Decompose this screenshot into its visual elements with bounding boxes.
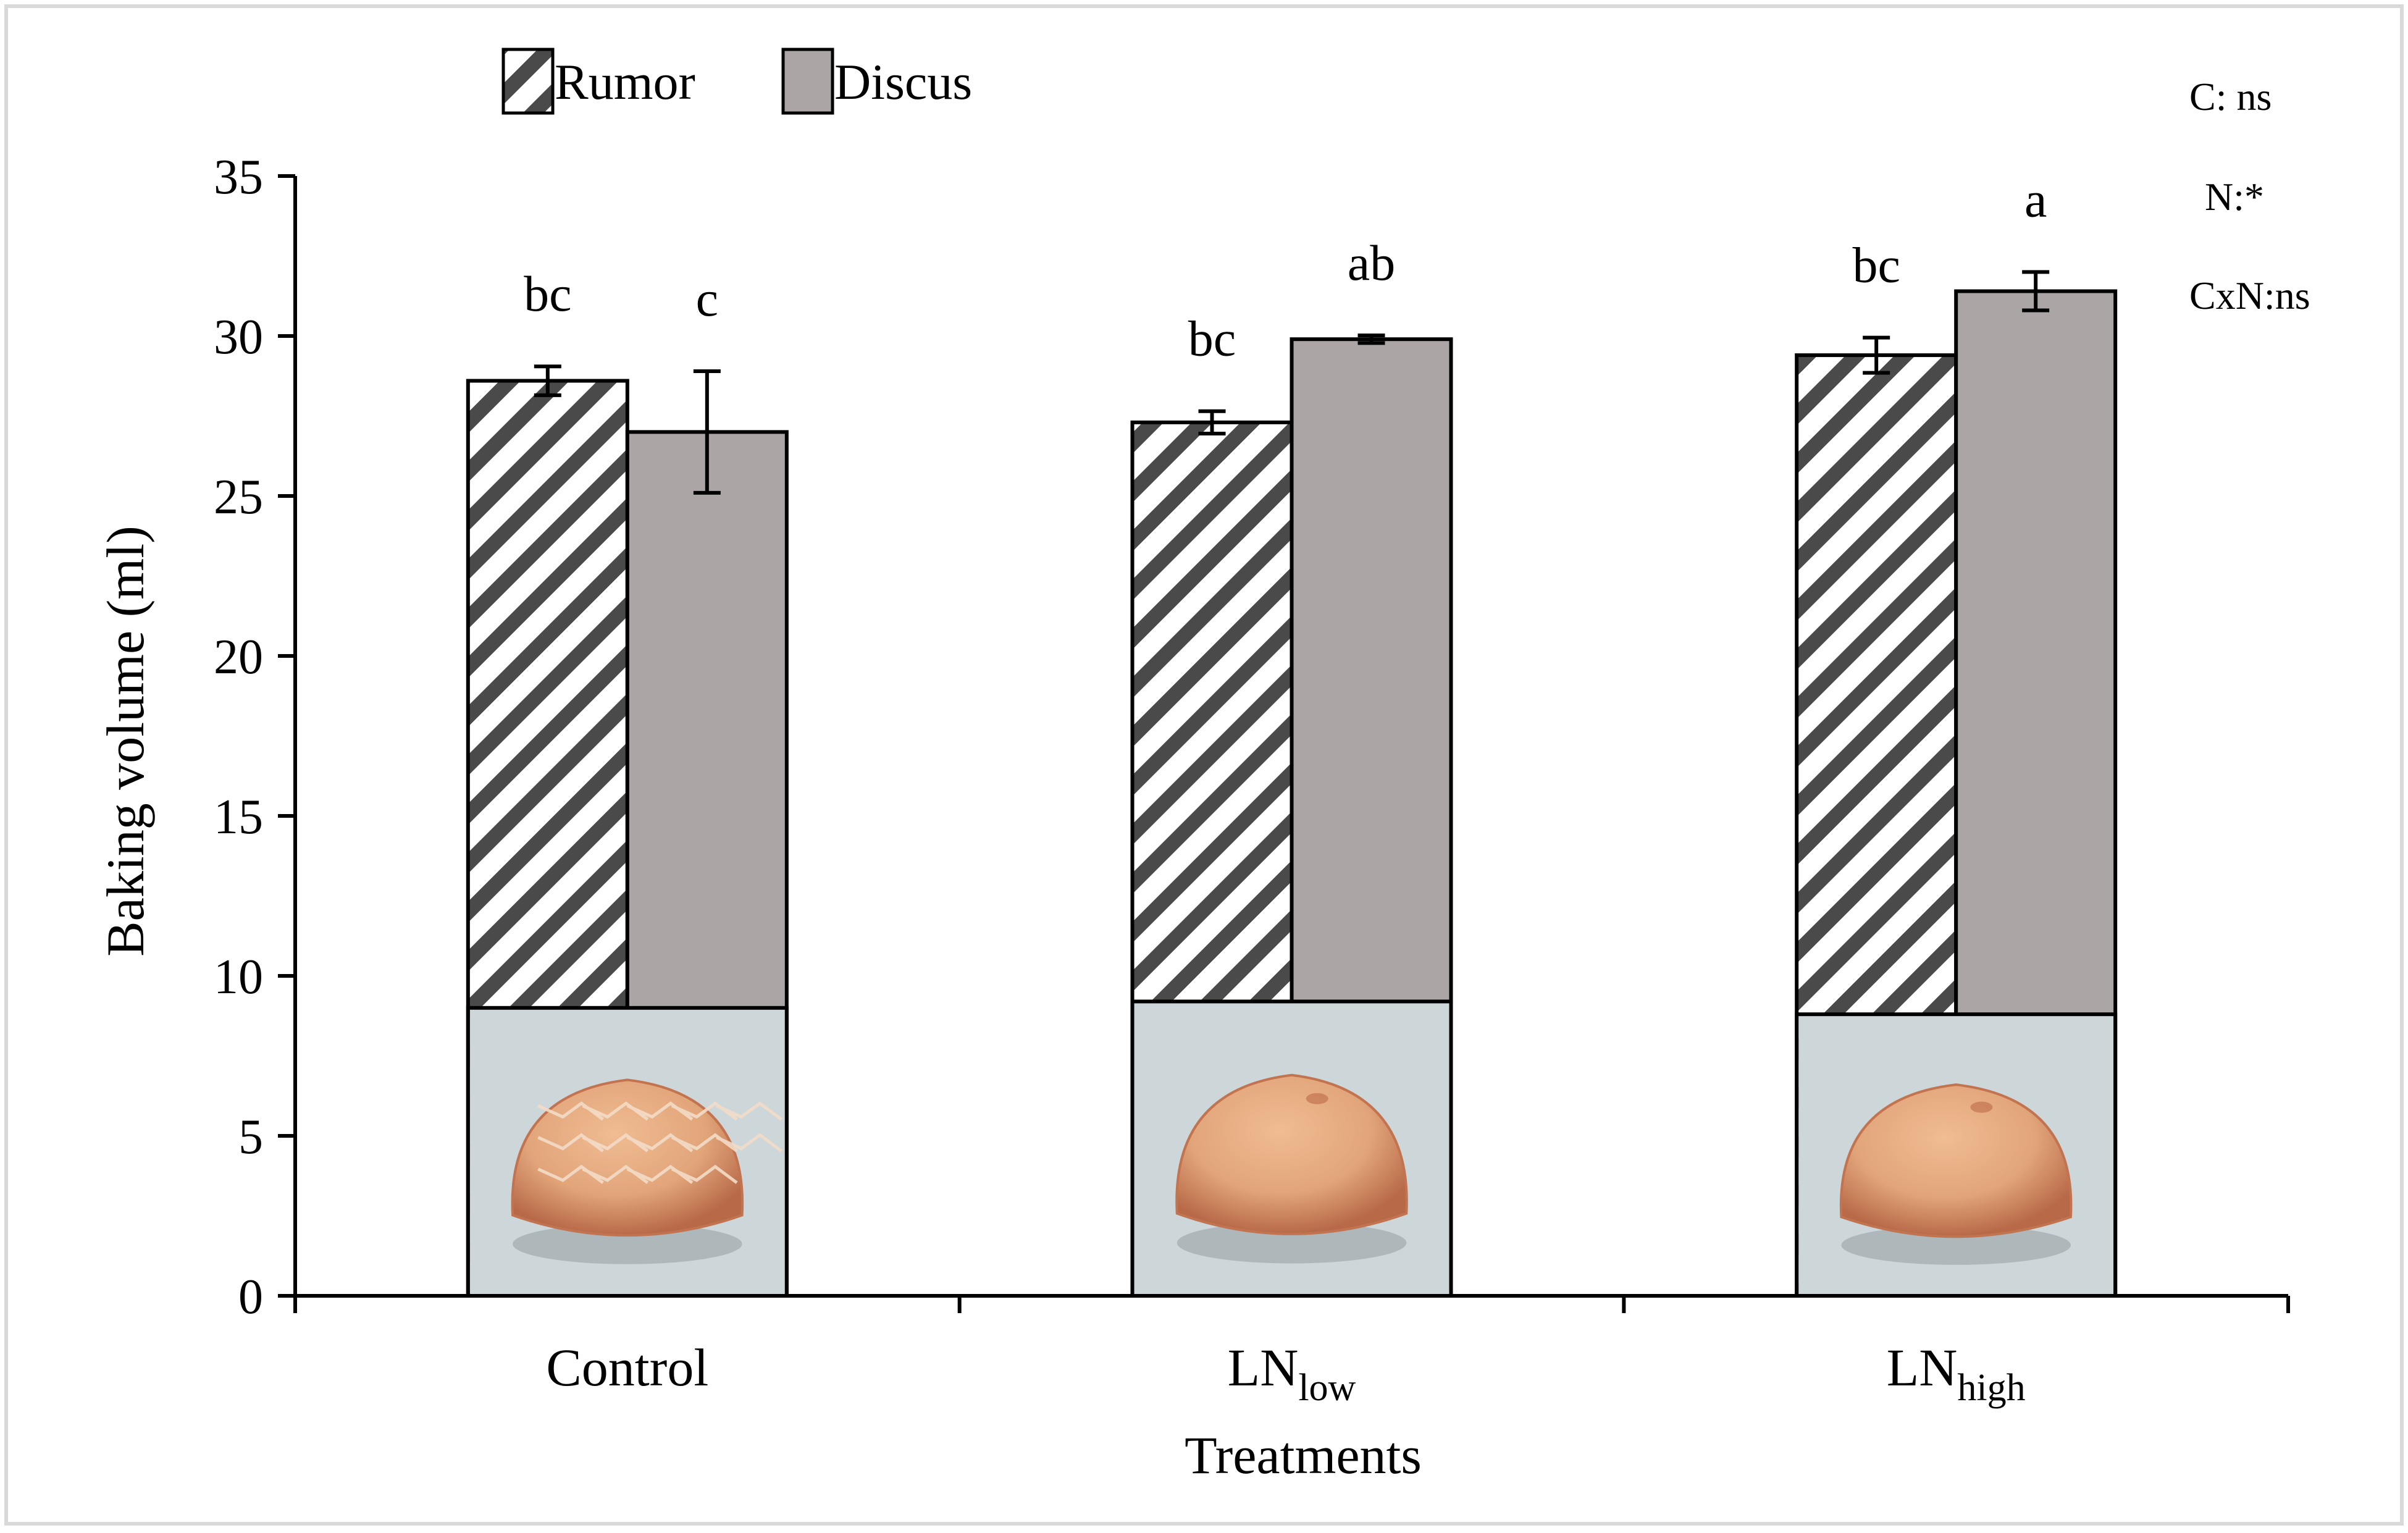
- loaf-bun: [1175, 1073, 1408, 1235]
- loaf-shadow: [513, 1224, 742, 1264]
- annotation-c: C: ns: [2189, 75, 2272, 119]
- error-bar-rumor-3: [1863, 335, 1890, 375]
- x-tick-label-1: Control: [546, 1338, 708, 1397]
- loaf-photo-1: [466, 1006, 789, 1298]
- y-tick-label: 0: [238, 1270, 263, 1324]
- significance-letters-layer: bc bc bc c ab a: [524, 171, 2047, 366]
- y-tick-label: 5: [238, 1110, 263, 1164]
- y-tick-label: 35: [214, 150, 263, 204]
- error-bars-layer: [534, 270, 2050, 495]
- x-tick-label-3: LNhigh: [1887, 1338, 2026, 1409]
- error-bar-rumor-2: [1198, 409, 1226, 435]
- legend: Rumor Discus: [501, 48, 972, 115]
- x-tick-label-main: LN: [1228, 1338, 1299, 1397]
- loaf-bun: [511, 1078, 744, 1237]
- loaf-photo-3: [1795, 1012, 2118, 1298]
- crackle-line: [671, 1164, 738, 1184]
- x-tick-label-main: Control: [546, 1338, 708, 1397]
- legend-item-rumor: Rumor: [501, 48, 695, 115]
- significance-letter-rumor-2: bc: [1188, 311, 1236, 367]
- significance-letter-rumor-1: bc: [524, 266, 571, 322]
- legend-swatch-rumor: [501, 48, 555, 115]
- x-tick-label-main: LN: [1887, 1338, 1958, 1397]
- x-axis-label: Treatments: [1185, 1426, 1422, 1485]
- legend-item-discus: Discus: [781, 48, 972, 115]
- photos-layer: [466, 999, 2118, 1298]
- crackle-line: [716, 1101, 782, 1121]
- legend-label-rumor: Rumor: [555, 54, 695, 110]
- y-tick-label: 25: [214, 470, 263, 524]
- loaf-bun: [1839, 1083, 2073, 1238]
- error-bar-discus-1: [693, 369, 721, 495]
- y-tick-label: 15: [214, 790, 263, 844]
- x-tick-label-2: LNlow: [1228, 1338, 1356, 1409]
- x-tick-label-subscript: high: [1957, 1367, 2025, 1409]
- significance-letter-rumor-3: bc: [1852, 237, 1900, 293]
- loaf-photo-2: [1130, 999, 1453, 1298]
- loaf-top-dimple: [1970, 1101, 1993, 1113]
- annotation-cxn: CxN:ns: [2189, 274, 2310, 317]
- error-bar-discus-2: [1357, 333, 1385, 345]
- loaf-top-dimple: [1306, 1093, 1328, 1104]
- error-bar-discus-3: [2022, 270, 2050, 313]
- significance-letter-discus-2: ab: [1348, 235, 1395, 291]
- y-tick-label: 20: [214, 630, 263, 684]
- legend-label-discus: Discus: [834, 54, 972, 110]
- y-axis-label: Baking volume (ml): [96, 526, 155, 956]
- error-bar-rumor-1: [534, 364, 561, 397]
- loaf-crackle: [537, 1101, 782, 1184]
- significance-letter-discus-3: a: [2024, 171, 2047, 227]
- x-tick-label-subscript: low: [1298, 1367, 1356, 1409]
- annotation-n: N:*: [2205, 175, 2264, 219]
- loaf-shadow: [1177, 1222, 1407, 1264]
- crackle-line: [716, 1133, 782, 1153]
- y-tick-label: 10: [214, 950, 263, 1004]
- significance-letter-discus-1: c: [696, 271, 718, 327]
- loaf-shadow: [1841, 1225, 2071, 1265]
- y-tick-label: 30: [214, 310, 263, 364]
- legend-swatch-discus: [781, 48, 834, 115]
